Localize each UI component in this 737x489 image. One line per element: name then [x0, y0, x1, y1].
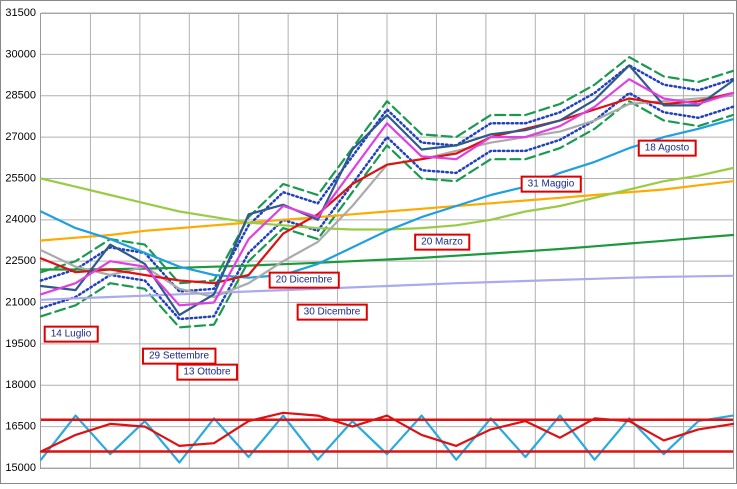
y-tick-label: 15000 — [5, 462, 36, 474]
annotation: 13 Ottobre — [183, 367, 231, 378]
y-tick-label: 28500 — [5, 90, 36, 102]
annotation-box — [414, 233, 471, 251]
series-line — [39, 78, 735, 307]
series-line — [39, 274, 735, 301]
annotation-box — [296, 303, 368, 321]
annotation-box — [520, 175, 582, 193]
y-tick-label: 16500 — [5, 421, 36, 433]
y-tick-label: 18000 — [5, 379, 36, 391]
y-tick-label: 27000 — [5, 131, 36, 143]
y-tick-label: 25500 — [5, 172, 36, 184]
annotation: 18 Agosto — [645, 143, 690, 154]
series-line — [39, 118, 735, 279]
annotation-box — [637, 139, 697, 157]
y-tick-label: 22500 — [5, 255, 36, 267]
y-tick-label: 30000 — [5, 48, 36, 60]
y-tick-label: 21000 — [5, 296, 36, 308]
series-line — [39, 233, 735, 271]
annotation: 20 Dicembre — [276, 275, 333, 286]
series-line — [39, 166, 735, 231]
annotation-box — [176, 363, 239, 381]
series-line — [39, 91, 735, 285]
series-line — [39, 414, 735, 464]
annotation-box — [268, 271, 340, 289]
annotation: 20 Marzo — [421, 237, 463, 248]
y-tick-label: 19500 — [5, 338, 36, 350]
annotation: 29 Settembre — [149, 351, 209, 362]
annotation: 31 Maggio — [528, 179, 575, 190]
annotation: 30 Dicembre — [304, 307, 361, 318]
annotation-box — [43, 325, 99, 343]
series-line — [39, 64, 735, 293]
y-tick-label: 31500 — [5, 7, 36, 19]
y-tick-label: 24000 — [5, 214, 36, 226]
annotation: 14 Luglio — [51, 329, 92, 340]
